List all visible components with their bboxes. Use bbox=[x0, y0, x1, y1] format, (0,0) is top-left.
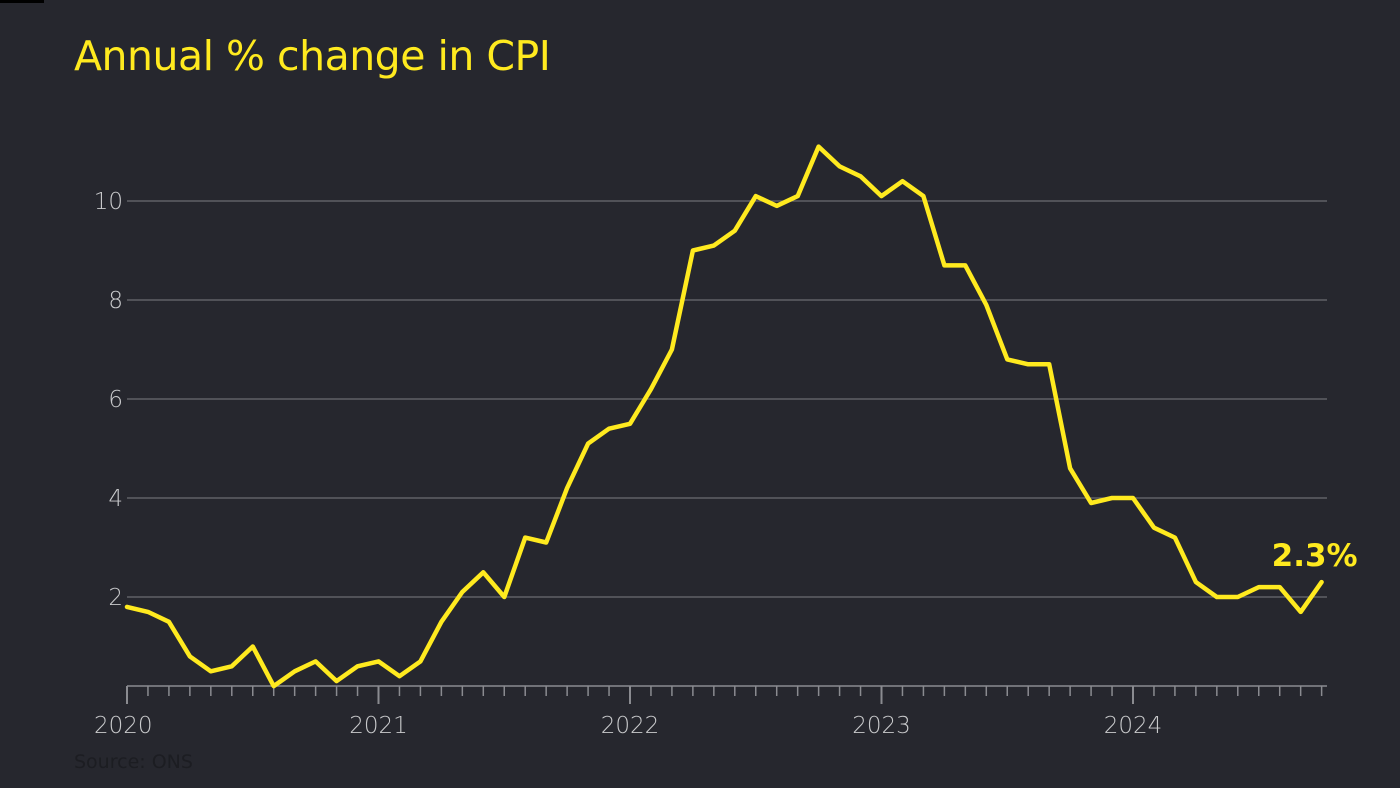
gridlines bbox=[127, 200, 1327, 598]
cpi-line bbox=[124, 144, 1324, 689]
x-tick-label-2020: 2020 bbox=[94, 713, 153, 739]
end-label-group: 2.3% bbox=[1272, 538, 1358, 574]
x-axis: 2020 2021 2022 2023 2024 bbox=[94, 685, 1327, 739]
y-tick-label-6: 6 bbox=[108, 387, 123, 413]
y-tick-label-2: 2 bbox=[108, 585, 123, 611]
y-tick-label-8: 8 bbox=[108, 288, 123, 314]
y-tick-label-10: 10 bbox=[94, 189, 123, 215]
end-value-label: 2.3% bbox=[1272, 538, 1358, 574]
chart-title: Annual % change in CPI bbox=[74, 32, 551, 80]
x-tick-label-2023: 2023 bbox=[852, 713, 911, 739]
source-note: Source: ONS bbox=[74, 751, 193, 773]
cpi-series bbox=[124, 144, 1324, 689]
y-tick-label-4: 4 bbox=[108, 486, 123, 512]
y-axis-tick-labels: 2 4 6 8 10 bbox=[94, 189, 123, 611]
x-tick-label-2024: 2024 bbox=[1104, 713, 1163, 739]
x-tick-label-2021: 2021 bbox=[349, 713, 408, 739]
x-tick-label-2022: 2022 bbox=[601, 713, 660, 739]
corner-mark bbox=[0, 0, 44, 3]
